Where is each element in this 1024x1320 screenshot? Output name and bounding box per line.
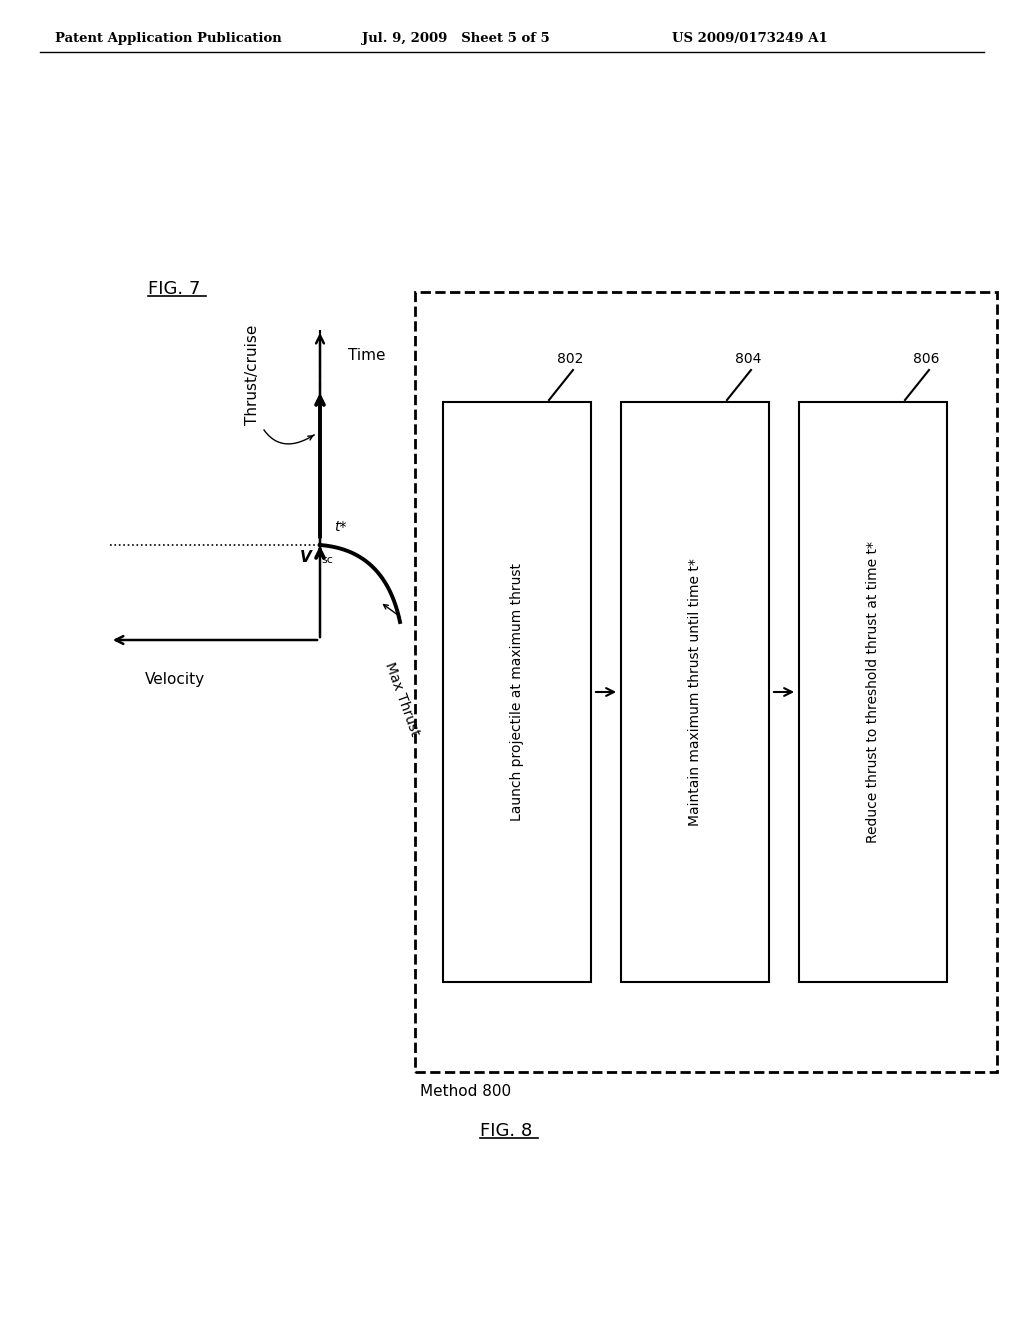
Text: Reduce thrust to threshold thrust at time t*: Reduce thrust to threshold thrust at tim…	[866, 541, 880, 843]
Text: Launch projectile at maximum thrust: Launch projectile at maximum thrust	[510, 564, 524, 821]
Bar	[415, 292, 997, 1072]
Text: t*: t*	[334, 520, 346, 535]
Text: Method 800: Method 800	[420, 1084, 511, 1100]
Text: Velocity: Velocity	[145, 672, 205, 686]
Text: Maintain maximum thrust until time t*: Maintain maximum thrust until time t*	[688, 558, 702, 826]
Text: 804: 804	[734, 352, 761, 366]
Bar	[799, 403, 947, 982]
Text: V: V	[300, 550, 312, 565]
Text: FIG. 8: FIG. 8	[480, 1122, 532, 1140]
Text: FIG. 7: FIG. 7	[148, 280, 201, 298]
Bar	[443, 403, 591, 982]
Text: sc: sc	[321, 554, 333, 565]
Text: Jul. 9, 2009   Sheet 5 of 5: Jul. 9, 2009 Sheet 5 of 5	[362, 32, 550, 45]
Bar	[621, 403, 769, 982]
Text: US 2009/0173249 A1: US 2009/0173249 A1	[672, 32, 827, 45]
Text: 806: 806	[912, 352, 939, 366]
Text: 802: 802	[557, 352, 583, 366]
Text: Time: Time	[348, 347, 385, 363]
Text: Patent Application Publication: Patent Application Publication	[55, 32, 282, 45]
Text: Thrust/cruise: Thrust/cruise	[245, 325, 259, 425]
Text: Max Thrust: Max Thrust	[382, 660, 422, 738]
